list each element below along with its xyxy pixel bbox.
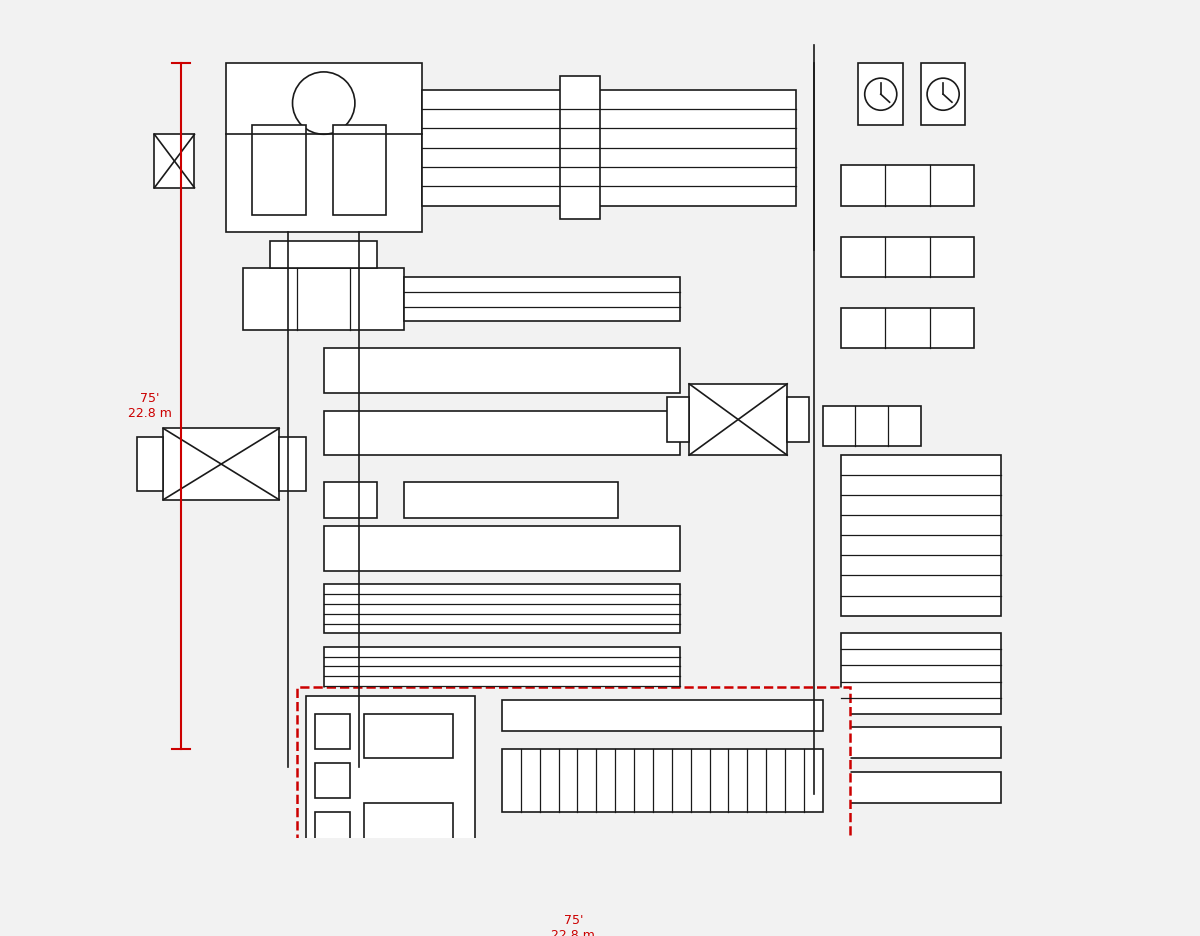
Bar bbox=[920, 63, 966, 125]
Bar bbox=[324, 348, 680, 393]
Bar bbox=[858, 63, 904, 125]
Bar bbox=[244, 268, 404, 330]
Bar bbox=[841, 455, 1001, 616]
Bar bbox=[270, 241, 377, 268]
Bar bbox=[841, 727, 1001, 758]
Text: 75'
22.8 m: 75' 22.8 m bbox=[551, 914, 595, 936]
Bar bbox=[364, 713, 452, 758]
Bar bbox=[155, 134, 194, 188]
Bar bbox=[306, 695, 475, 856]
Bar bbox=[841, 771, 1001, 803]
Bar bbox=[324, 713, 680, 749]
Bar bbox=[163, 429, 280, 500]
Bar bbox=[252, 125, 306, 214]
Bar bbox=[324, 482, 377, 518]
Bar bbox=[314, 713, 350, 749]
Bar bbox=[404, 277, 680, 321]
Bar bbox=[314, 763, 350, 798]
Bar bbox=[421, 90, 796, 206]
Bar bbox=[324, 411, 680, 455]
Bar bbox=[296, 687, 850, 865]
Bar bbox=[324, 584, 680, 634]
Bar bbox=[841, 308, 974, 348]
Bar bbox=[667, 397, 689, 442]
Bar bbox=[332, 125, 386, 214]
Bar bbox=[280, 437, 306, 490]
Bar bbox=[226, 63, 421, 232]
Bar bbox=[841, 237, 974, 277]
Bar bbox=[324, 526, 680, 571]
Bar bbox=[787, 397, 810, 442]
Bar bbox=[841, 166, 974, 206]
Bar bbox=[314, 812, 350, 847]
Bar bbox=[502, 749, 823, 812]
Bar bbox=[560, 77, 600, 219]
Bar bbox=[823, 406, 920, 446]
Text: 75'
22.8 m: 75' 22.8 m bbox=[128, 392, 172, 420]
Bar bbox=[502, 700, 823, 731]
Bar bbox=[324, 758, 680, 794]
Bar bbox=[364, 803, 452, 847]
Bar bbox=[404, 482, 618, 518]
Bar bbox=[841, 634, 1001, 713]
Bar bbox=[324, 647, 680, 695]
Bar bbox=[137, 437, 163, 490]
Bar bbox=[689, 384, 787, 455]
